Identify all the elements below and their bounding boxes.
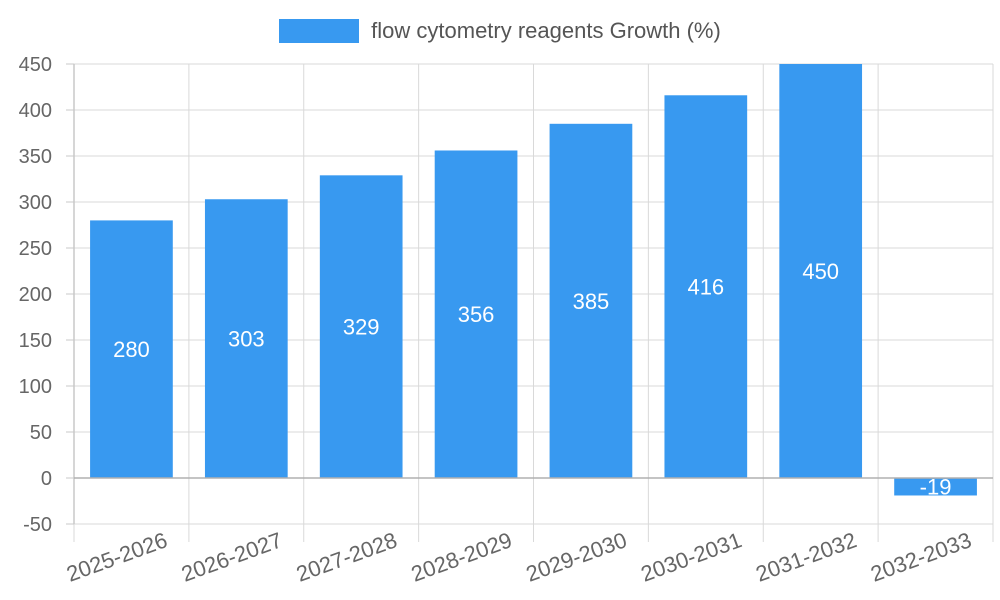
bar-value-label: 385: [573, 289, 610, 314]
x-tick-label: 2026-2027: [178, 527, 285, 586]
y-tick-label: 150: [19, 330, 52, 352]
bar: [319, 175, 403, 478]
bar: [894, 478, 977, 496]
y-tick-label: 250: [19, 238, 52, 260]
bar-value-label: 416: [687, 275, 724, 300]
bar-value-label: 303: [228, 327, 265, 352]
y-tick-label: 50: [30, 422, 52, 444]
y-tick-label: 100: [19, 376, 52, 398]
x-tick-label: 2027-2028: [293, 527, 400, 586]
x-tick-label: 2030-2031: [638, 527, 745, 586]
bar: [664, 95, 748, 478]
y-tick-label: 350: [19, 146, 52, 168]
x-tick-label: 2028-2029: [408, 527, 515, 586]
x-tick-label: 2032-2033: [867, 527, 974, 586]
legend-swatch: [279, 19, 360, 43]
labels-layer: 280 303 329 356 385 416 450 -19: [113, 259, 951, 500]
bar: [779, 64, 863, 478]
bar-value-label: -19: [920, 475, 952, 500]
bar-value-label: 329: [343, 315, 380, 340]
bar-value-label: 280: [113, 337, 150, 362]
y-tick-label: 400: [19, 100, 52, 122]
x-tick-label: 2031-2032: [752, 527, 859, 586]
chart-legend: flow cytometry reagents Growth (%): [0, 18, 1000, 44]
bar: [434, 150, 518, 479]
bar: [549, 123, 633, 479]
bar: [204, 199, 288, 479]
x-tick-label: 2025-2026: [63, 527, 170, 586]
y-tick-label: 0: [41, 468, 52, 490]
y-tick-label: -50: [23, 514, 52, 536]
bar-value-label: 450: [802, 259, 839, 284]
bar: [90, 220, 173, 478]
y-tick-label: 300: [19, 192, 52, 214]
x-tick-label: 2029-2030: [523, 527, 630, 586]
bar-value-label: 356: [458, 302, 495, 327]
legend-label: flow cytometry reagents Growth (%): [371, 18, 721, 43]
bars-layer: [90, 64, 977, 496]
y-tick-label: 450: [19, 54, 52, 76]
y-tick-label: 200: [19, 284, 52, 306]
